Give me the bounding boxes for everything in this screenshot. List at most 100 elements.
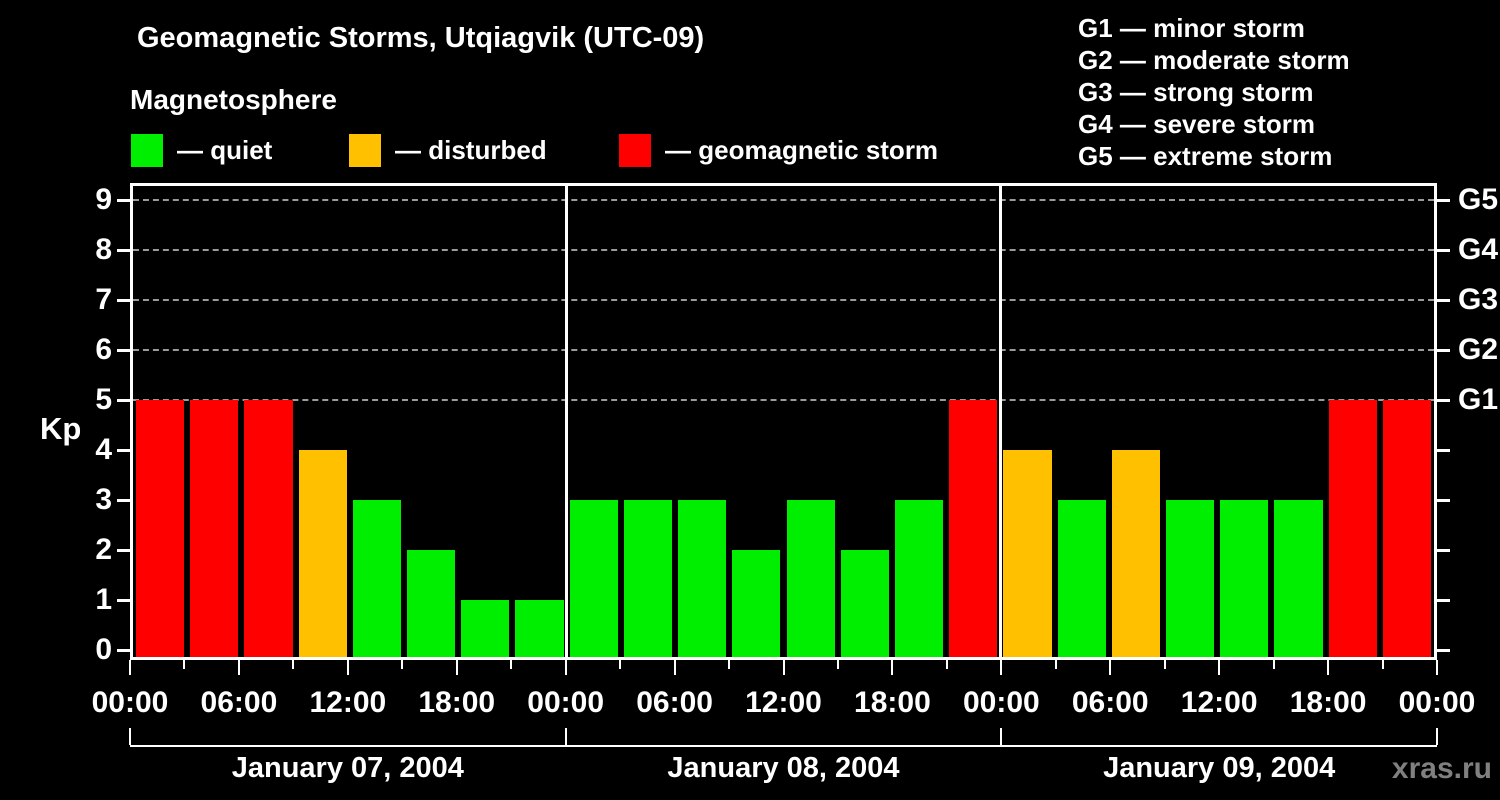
y-axis-tick-left (117, 298, 130, 302)
date-bracket-tick (564, 728, 567, 745)
date-bracket-tick (129, 728, 131, 745)
storm-scale-item-g3: G3 — strong storm (1078, 77, 1314, 107)
date-bracket-tick (1000, 728, 1003, 745)
kp-bar (1382, 400, 1431, 657)
legend-item-label: — disturbed (395, 135, 547, 165)
x-axis-tick (1054, 660, 1057, 669)
kp-bar (732, 550, 781, 657)
x-axis-tick (836, 660, 839, 669)
y-axis-tick-left (117, 248, 130, 252)
y-axis-tick-label: 4 (95, 433, 112, 466)
x-axis-tick (1381, 660, 1384, 669)
quiet-color-swatch-icon (131, 134, 163, 167)
kp-bar (840, 550, 889, 657)
storm-scale-item-g2: G2 — moderate storm (1078, 45, 1350, 75)
x-axis-time-label: 00:00 (1398, 686, 1476, 719)
x-axis-tick (564, 660, 567, 675)
kp-bar (461, 600, 510, 657)
kp-bar (623, 500, 673, 657)
kp-bar (894, 500, 944, 657)
x-axis-tick (619, 660, 622, 669)
y-axis-tick-left (117, 648, 130, 652)
y-axis-tick-left (117, 548, 130, 552)
x-axis-tick (1436, 660, 1438, 675)
gridline-kp8 (133, 249, 1434, 251)
storm-color-swatch-icon (619, 134, 651, 167)
y-axis-tick-label: 6 (95, 333, 112, 366)
x-axis-tick (1163, 660, 1166, 669)
x-axis-tick (129, 660, 131, 675)
gridline-kp9 (133, 199, 1434, 201)
x-axis-time-label: 18:00 (418, 686, 496, 719)
y-axis-tick-left (117, 498, 130, 502)
kp-bar (244, 400, 293, 657)
x-axis-time-label: 12:00 (745, 686, 822, 719)
gridline-kp6 (133, 349, 1434, 351)
kp-bar (407, 550, 456, 657)
x-axis-tick (728, 660, 731, 669)
x-axis-time-label: 06:00 (1071, 686, 1149, 719)
y-axis-tick-right (1437, 198, 1450, 202)
watermark: xras.ru (1391, 752, 1492, 785)
storm-scale-legend: G1 — minor storm G2 — moderate storm G3 — … (1078, 12, 1350, 172)
gridline-kp7 (133, 299, 1434, 301)
gridline-kp5 (133, 399, 1434, 401)
y-axis-tick-label: 1 (95, 583, 112, 616)
x-axis-tick (455, 660, 458, 675)
kp-bar (1328, 400, 1377, 657)
y-axis-tick-label: 3 (95, 483, 112, 516)
storm-scale-item-g4: G4 — severe storm (1078, 109, 1316, 139)
y-axis-tick-right (1437, 548, 1450, 552)
g-scale-label-g1: G1 (1458, 383, 1499, 416)
y-axis-title: Kp (40, 411, 82, 446)
x-axis-time-label: 18:00 (1289, 686, 1367, 719)
legend-item-storm: — geomagnetic storm (619, 134, 938, 167)
date-label: January 09, 2004 (1103, 752, 1336, 784)
y-axis-tick-label: 5 (95, 383, 112, 416)
y-axis-tick-right (1437, 498, 1450, 502)
date-label: January 08, 2004 (667, 752, 900, 784)
date-bracket-line (130, 745, 1437, 747)
kp-bar (1274, 500, 1323, 657)
legend-item-label: — geomagnetic storm (665, 135, 939, 165)
y-axis-tick-label: 2 (95, 533, 112, 566)
chart-subtitle: Magnetosphere (130, 84, 337, 115)
kp-bar (352, 500, 402, 657)
kp-bar (569, 500, 618, 657)
x-axis-tick (401, 660, 404, 669)
x-axis-time-label: 12:00 (309, 686, 387, 719)
storm-scale-item-g1: G1 — minor storm (1078, 13, 1305, 43)
y-axis-tick-right (1437, 398, 1450, 402)
y-axis-tick-right (1437, 248, 1450, 252)
g-scale-label-g2: G2 (1458, 333, 1499, 366)
kp-bar (786, 500, 835, 657)
x-axis-time-label: 06:00 (200, 686, 278, 719)
x-axis-tick (1272, 660, 1275, 669)
x-axis-time-label: 00:00 (962, 686, 1040, 719)
kp-bar (949, 400, 998, 657)
day-separator (565, 186, 569, 657)
y-axis-tick-right (1437, 448, 1450, 452)
x-axis-tick (945, 660, 948, 669)
y-axis-tick-right (1437, 298, 1450, 302)
x-axis-tick (183, 660, 186, 669)
x-axis-tick (1109, 660, 1112, 675)
date-label: January 07, 2004 (231, 752, 464, 784)
y-axis-tick-label: 0 (95, 633, 112, 666)
y-axis-tick-right (1437, 348, 1450, 352)
y-axis-tick-left (117, 448, 130, 452)
g-scale-label-g5: G5 (1458, 183, 1499, 216)
x-axis-time-label: 18:00 (854, 686, 931, 719)
plot-area (130, 183, 1437, 660)
g-scale-label-g3: G3 (1458, 283, 1499, 316)
g-scale-label-g4: G4 (1458, 233, 1499, 266)
x-axis-tick (1327, 660, 1330, 675)
y-axis-tick-right (1437, 598, 1450, 602)
kp-bar (190, 400, 239, 657)
legend-item-quiet: — quiet (131, 134, 272, 167)
x-axis-tick (510, 660, 513, 669)
kp-bar (136, 400, 185, 657)
disturbed-color-swatch-icon (349, 134, 381, 167)
y-axis-tick-label: 7 (95, 283, 112, 316)
x-axis-time-label: 00:00 (91, 686, 169, 719)
